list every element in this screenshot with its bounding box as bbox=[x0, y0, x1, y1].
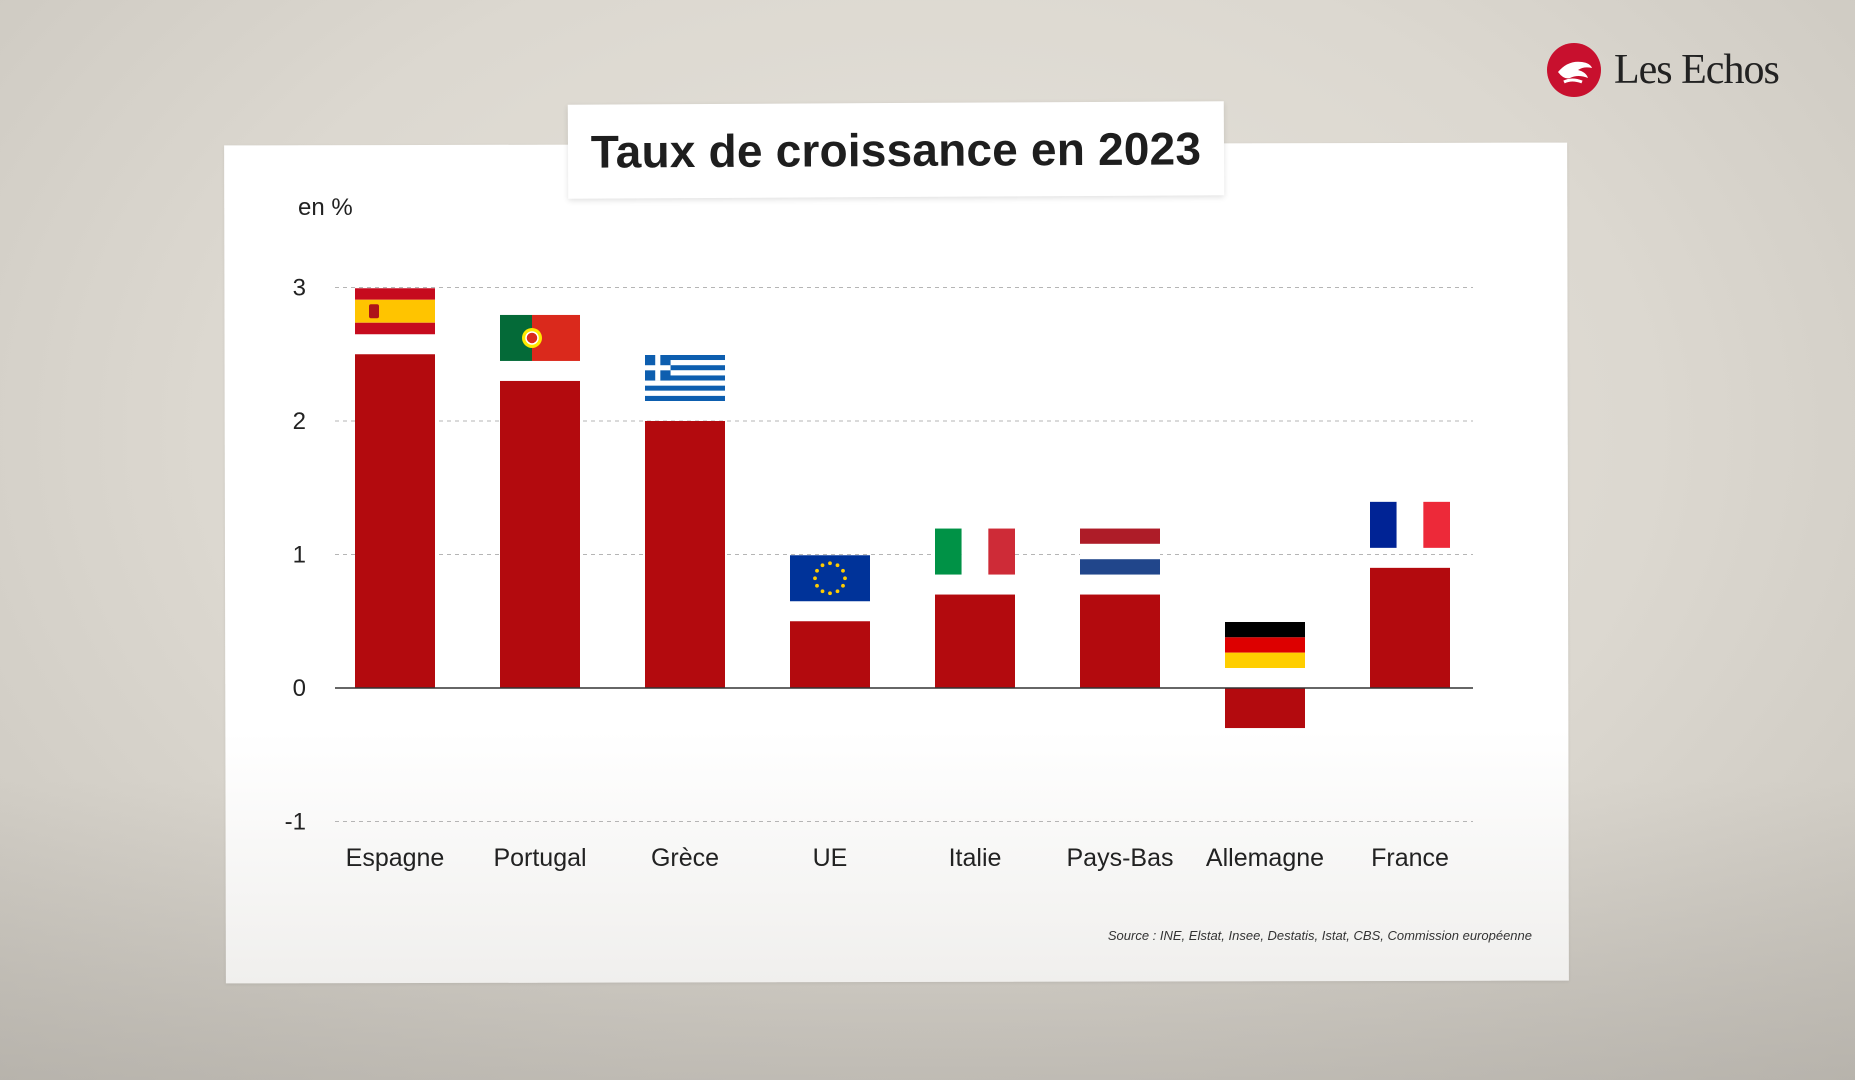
y-tick-label: 2 bbox=[293, 408, 306, 435]
y-tick-label: 0 bbox=[293, 675, 306, 702]
chart-title: Taux de croissance en 2023 bbox=[590, 122, 1202, 178]
bar-grèce bbox=[645, 421, 725, 688]
x-tick-label: Pays-Bas bbox=[1067, 844, 1174, 872]
flag-netherlands-icon bbox=[1080, 528, 1160, 575]
y-axis-unit-label: en % bbox=[298, 194, 353, 221]
brand-logo: Les Echos bbox=[1546, 42, 1780, 98]
flag-italy-icon bbox=[935, 528, 1015, 575]
x-tick-label: Portugal bbox=[493, 844, 586, 872]
y-tick-label: 3 bbox=[293, 275, 306, 302]
les-echos-logo-icon bbox=[1547, 43, 1601, 97]
y-tick-label: -1 bbox=[285, 809, 306, 836]
x-tick-label: Italie bbox=[949, 844, 1002, 872]
bar-portugal bbox=[500, 380, 580, 688]
x-tick-label: Allemagne bbox=[1206, 844, 1324, 872]
bar-espagne bbox=[355, 354, 435, 688]
x-tick-label: UE bbox=[813, 844, 848, 872]
x-tick-label: Espagne bbox=[346, 844, 445, 872]
flag-greece-icon bbox=[645, 355, 725, 401]
x-tick-label: Grèce bbox=[651, 844, 719, 872]
bar-italie bbox=[935, 594, 1015, 688]
flag-germany-icon bbox=[1225, 622, 1305, 668]
flag-portugal-icon bbox=[500, 314, 580, 361]
y-tick-label: 1 bbox=[293, 542, 306, 569]
bar-allemagne bbox=[1225, 688, 1305, 729]
flag-eu-icon bbox=[790, 555, 870, 602]
flag-france-icon bbox=[1370, 501, 1450, 548]
brand-name: Les Echos bbox=[1614, 47, 1780, 93]
flag-spain-icon bbox=[355, 288, 435, 335]
bar-france bbox=[1370, 567, 1450, 688]
bar-pays-bas bbox=[1080, 594, 1160, 688]
source-note: Source : INE, Elstat, Insee, Destatis, I… bbox=[1107, 928, 1532, 943]
x-tick-label: France bbox=[1371, 844, 1449, 872]
bar-ue bbox=[790, 621, 870, 688]
chart-title-banner: Taux de croissance en 2023 bbox=[567, 101, 1225, 199]
